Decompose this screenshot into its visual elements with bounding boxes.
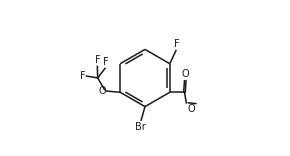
Text: O: O [98, 86, 106, 96]
Text: Br: Br [135, 122, 146, 132]
Text: F: F [103, 57, 108, 67]
Text: O: O [182, 69, 189, 79]
Text: F: F [174, 39, 180, 49]
Text: F: F [95, 55, 100, 65]
Text: O: O [187, 104, 195, 114]
Text: F: F [80, 71, 86, 81]
